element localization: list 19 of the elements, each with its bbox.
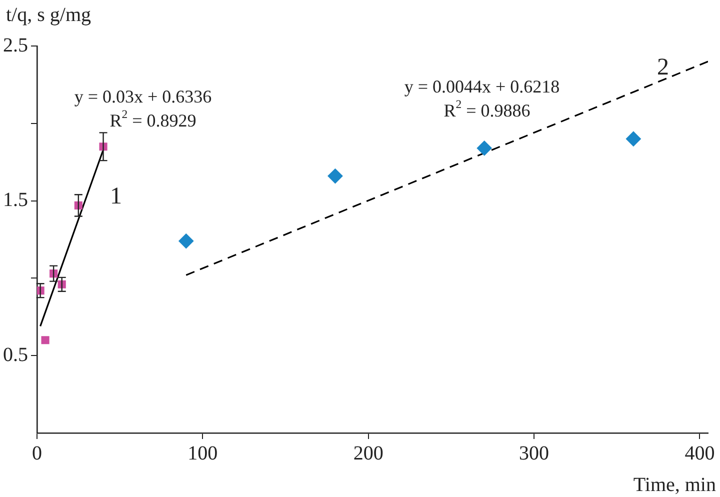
- point: [178, 234, 194, 249]
- point: [328, 168, 343, 184]
- x-axis-title: Time, min: [633, 474, 716, 497]
- y-tick-label: 1.5: [3, 189, 28, 212]
- point: [626, 131, 641, 146]
- annotation: y = 0.0044x + 0.6218: [404, 76, 560, 97]
- y-tick-label: 0.5: [3, 344, 28, 366]
- x-tick-label: 300: [519, 442, 550, 464]
- x-tick-label: 100: [188, 442, 218, 464]
- annotation: y = 0.03x + 0.6336: [74, 86, 212, 107]
- y-tick-label: 2.5: [3, 34, 28, 56]
- x-tick-label: 200: [353, 442, 384, 464]
- annotation: 2: [657, 54, 669, 80]
- y-axis-title: t/q, s g/mg: [6, 4, 92, 27]
- x-tick-label: 400: [684, 442, 715, 464]
- point: [41, 336, 50, 344]
- point: [476, 140, 492, 156]
- annotation: 1: [110, 183, 122, 210]
- x-tick-label: 0: [32, 442, 42, 464]
